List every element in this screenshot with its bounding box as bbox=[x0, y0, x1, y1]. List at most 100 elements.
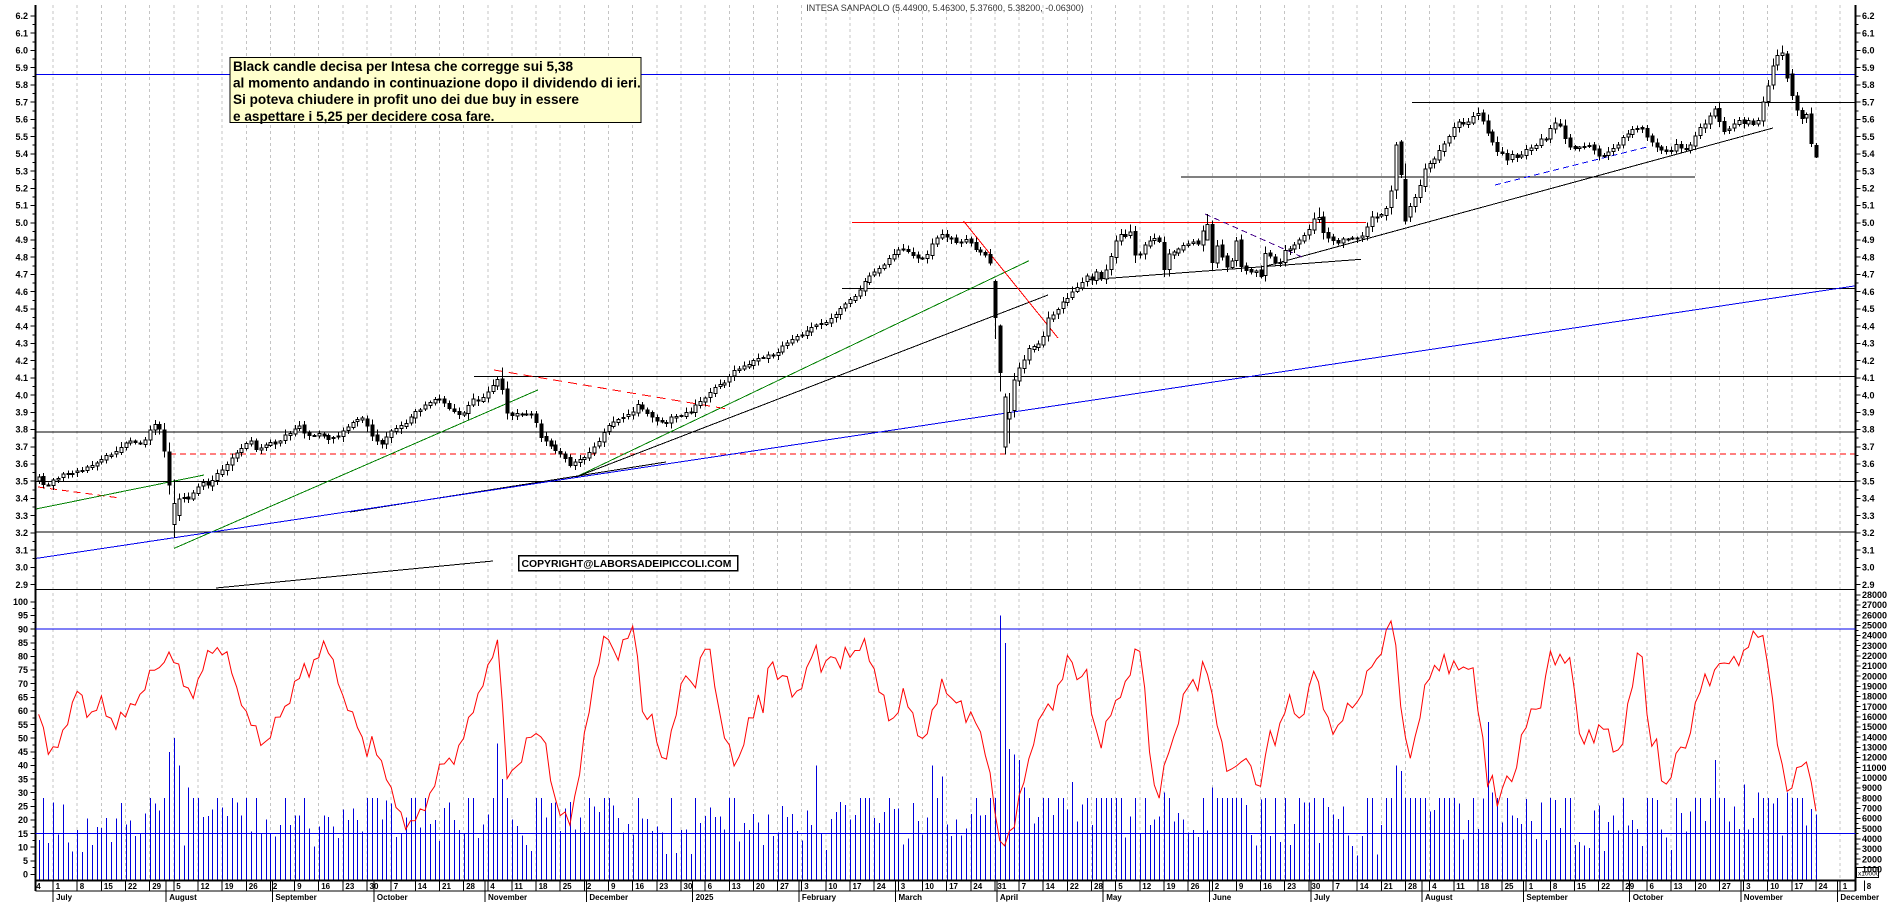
svg-text:18: 18 bbox=[539, 882, 548, 891]
svg-text:November: November bbox=[1744, 893, 1783, 902]
svg-text:6.1: 6.1 bbox=[1862, 28, 1875, 38]
svg-text:13: 13 bbox=[732, 882, 741, 891]
svg-text:21: 21 bbox=[1384, 882, 1393, 891]
svg-text:5: 5 bbox=[23, 856, 28, 866]
svg-text:Black candle decisa per Intesa: Black candle decisa per Intesa che corre… bbox=[233, 59, 573, 74]
svg-text:6.2: 6.2 bbox=[1862, 11, 1875, 21]
svg-text:August: August bbox=[169, 893, 197, 902]
svg-text:2: 2 bbox=[273, 882, 278, 891]
svg-text:25: 25 bbox=[1505, 882, 1514, 891]
svg-text:6000: 6000 bbox=[1862, 814, 1882, 824]
svg-text:16000: 16000 bbox=[1862, 712, 1887, 722]
svg-text:50: 50 bbox=[18, 733, 28, 743]
svg-text:28: 28 bbox=[1094, 882, 1103, 891]
svg-text:29: 29 bbox=[152, 882, 161, 891]
svg-text:4.6: 4.6 bbox=[15, 287, 28, 297]
svg-text:3.8: 3.8 bbox=[15, 425, 28, 435]
svg-text:5.4: 5.4 bbox=[1862, 149, 1875, 159]
svg-text:75: 75 bbox=[18, 665, 28, 675]
svg-text:13000: 13000 bbox=[1862, 743, 1887, 753]
svg-text:3.1: 3.1 bbox=[1862, 545, 1875, 555]
svg-text:22: 22 bbox=[128, 882, 137, 891]
svg-text:5.2: 5.2 bbox=[1862, 184, 1875, 194]
svg-text:6.0: 6.0 bbox=[15, 46, 28, 56]
svg-text:December: December bbox=[1840, 893, 1879, 902]
svg-text:24: 24 bbox=[1819, 882, 1828, 891]
svg-text:4.3: 4.3 bbox=[15, 339, 28, 349]
svg-text:4.1: 4.1 bbox=[15, 373, 28, 383]
svg-text:9: 9 bbox=[611, 882, 616, 891]
svg-text:18: 18 bbox=[1480, 882, 1489, 891]
svg-text:5.1: 5.1 bbox=[15, 201, 28, 211]
svg-text:19000: 19000 bbox=[1862, 682, 1887, 692]
svg-text:May: May bbox=[1106, 893, 1122, 902]
svg-text:65: 65 bbox=[18, 693, 28, 703]
svg-text:4.0: 4.0 bbox=[1862, 390, 1875, 400]
svg-text:20: 20 bbox=[1698, 882, 1707, 891]
svg-text:9: 9 bbox=[1239, 882, 1244, 891]
svg-text:21: 21 bbox=[442, 882, 451, 891]
svg-text:95: 95 bbox=[18, 611, 28, 621]
svg-text:24: 24 bbox=[973, 882, 982, 891]
svg-text:5.0: 5.0 bbox=[1862, 218, 1875, 228]
svg-text:4.4: 4.4 bbox=[15, 321, 28, 331]
svg-text:3.2: 3.2 bbox=[1862, 528, 1875, 538]
svg-text:7: 7 bbox=[1336, 882, 1341, 891]
svg-text:16: 16 bbox=[1263, 882, 1272, 891]
svg-text:August: August bbox=[1425, 893, 1453, 902]
svg-text:3.7: 3.7 bbox=[15, 442, 28, 452]
svg-text:3.8: 3.8 bbox=[1862, 425, 1875, 435]
svg-text:0: 0 bbox=[23, 870, 28, 880]
svg-text:5.5: 5.5 bbox=[1862, 132, 1875, 142]
svg-text:28000: 28000 bbox=[1862, 590, 1887, 600]
svg-text:5.2: 5.2 bbox=[15, 184, 28, 194]
svg-text:10000: 10000 bbox=[1862, 773, 1887, 783]
svg-text:17000: 17000 bbox=[1862, 702, 1887, 712]
svg-text:6: 6 bbox=[1650, 882, 1655, 891]
svg-text:30: 30 bbox=[370, 882, 379, 891]
svg-text:23: 23 bbox=[659, 882, 668, 891]
svg-text:15: 15 bbox=[18, 829, 28, 839]
svg-text:15: 15 bbox=[104, 882, 113, 891]
svg-text:12: 12 bbox=[1142, 882, 1151, 891]
svg-text:10: 10 bbox=[828, 882, 837, 891]
svg-text:13: 13 bbox=[1674, 882, 1683, 891]
svg-text:COPYRIGHT@LABORSADEIPICCOLI.CO: COPYRIGHT@LABORSADEIPICCOLI.COM bbox=[522, 559, 732, 570]
svg-text:September: September bbox=[275, 893, 316, 902]
svg-text:June: June bbox=[1213, 893, 1232, 902]
svg-text:17: 17 bbox=[853, 882, 862, 891]
svg-text:23: 23 bbox=[345, 882, 354, 891]
svg-text:19: 19 bbox=[1167, 882, 1176, 891]
svg-text:8: 8 bbox=[1553, 882, 1558, 891]
svg-text:5000: 5000 bbox=[1862, 824, 1882, 834]
svg-text:3.5: 3.5 bbox=[15, 476, 28, 486]
svg-text:3.0: 3.0 bbox=[15, 563, 28, 573]
svg-text:8: 8 bbox=[80, 882, 85, 891]
svg-text:4.9: 4.9 bbox=[1862, 235, 1875, 245]
svg-text:21000: 21000 bbox=[1862, 661, 1887, 671]
svg-text:April: April bbox=[1000, 893, 1018, 902]
svg-text:e aspettare i 5,25 per decider: e aspettare i 5,25 per decidere cosa far… bbox=[233, 109, 494, 124]
svg-text:October: October bbox=[377, 893, 408, 902]
svg-text:35: 35 bbox=[18, 774, 28, 784]
svg-text:5.8: 5.8 bbox=[15, 80, 28, 90]
svg-text:25: 25 bbox=[563, 882, 572, 891]
svg-text:2000: 2000 bbox=[1862, 854, 1882, 864]
svg-text:5.5: 5.5 bbox=[15, 132, 28, 142]
svg-text:4: 4 bbox=[490, 882, 495, 891]
svg-text:5.3: 5.3 bbox=[15, 166, 28, 176]
svg-text:5.9: 5.9 bbox=[15, 63, 28, 73]
svg-text:7000: 7000 bbox=[1862, 804, 1882, 814]
svg-text:5.9: 5.9 bbox=[1862, 63, 1875, 73]
svg-text:25: 25 bbox=[18, 802, 28, 812]
svg-text:3.4: 3.4 bbox=[1862, 494, 1875, 504]
svg-text:6.1: 6.1 bbox=[15, 28, 28, 38]
svg-text:4.9: 4.9 bbox=[15, 235, 28, 245]
svg-text:12: 12 bbox=[201, 882, 210, 891]
svg-text:March: March bbox=[899, 893, 923, 902]
svg-text:3.5: 3.5 bbox=[1862, 476, 1875, 486]
svg-text:20: 20 bbox=[756, 882, 765, 891]
svg-text:16: 16 bbox=[321, 882, 330, 891]
svg-text:4.0: 4.0 bbox=[15, 390, 28, 400]
svg-text:4.7: 4.7 bbox=[1862, 270, 1875, 280]
